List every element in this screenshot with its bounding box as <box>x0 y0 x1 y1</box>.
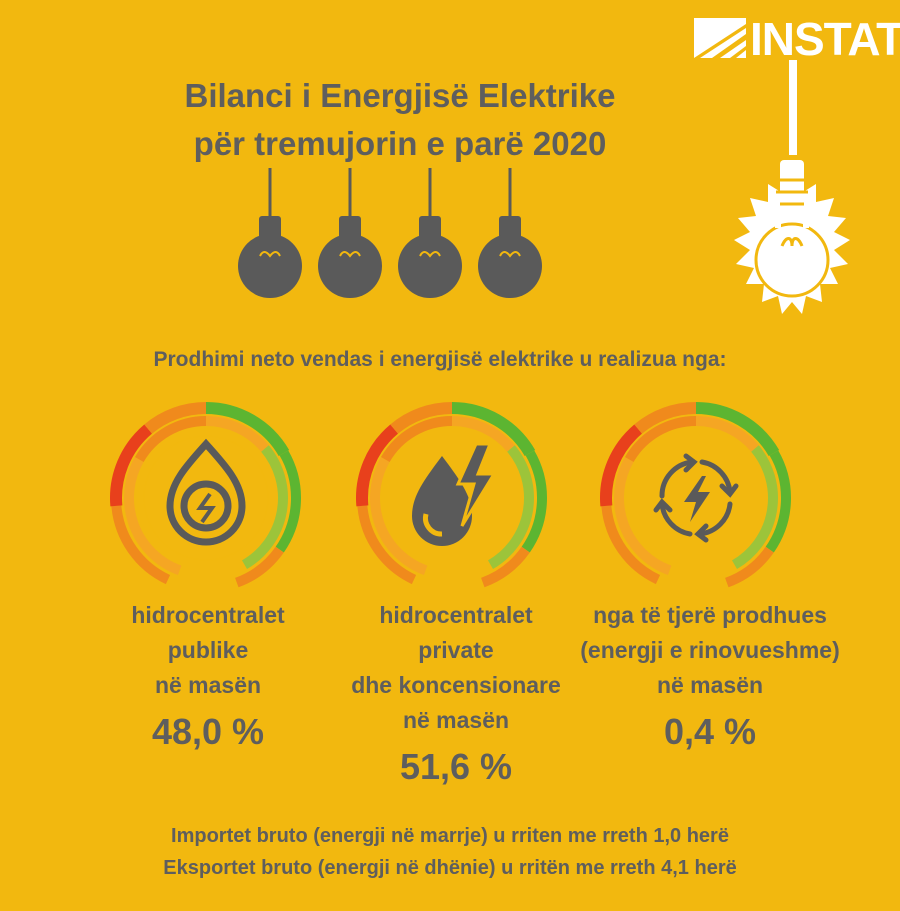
gauge-hydro-private <box>356 402 547 588</box>
subtitle: Prodhimi neto vendas i energjisë elektri… <box>153 348 727 371</box>
gauge-arc-segment <box>600 424 643 507</box>
gauge-arc-segment <box>451 416 515 452</box>
small-bulbs-row <box>238 168 542 298</box>
gauge-arc-segment <box>110 424 153 507</box>
instat-logo: INSTAT <box>690 8 900 68</box>
gauge-ring <box>110 402 301 588</box>
gauge-arc-segment <box>124 457 182 576</box>
source-label-line: private <box>418 637 494 663</box>
source-label-line: në masën <box>154 672 262 698</box>
gauge-arc-segment <box>614 457 672 576</box>
gauge-arc-segment <box>480 546 530 588</box>
glowing-bulb-icon <box>734 60 850 314</box>
gauge-arc-segment <box>357 505 417 585</box>
gauge-arc-segment <box>634 402 697 434</box>
gauge-arc-segment <box>370 457 428 576</box>
lightning-drop-icon <box>412 442 497 546</box>
hydro-drop-icon <box>166 438 246 546</box>
source-label-line: hidrocentralet <box>131 602 285 628</box>
gauge-arc-segment <box>695 416 759 452</box>
gauge-hydro-public <box>110 402 301 588</box>
gauge-arc-segment <box>234 546 284 588</box>
source-label-line: hidrocentralet <box>379 602 533 628</box>
gauge-arc-segment <box>205 402 290 457</box>
gauge-ring <box>600 402 791 588</box>
page-title: Bilanci i Energjisë Elektrike për tremuj… <box>140 72 660 168</box>
gauge-arc-segment <box>241 445 288 570</box>
source-label-line: (energji e rinovueshme) <box>580 637 840 663</box>
renewable-cycle-icon <box>653 453 739 543</box>
title-line-1: Bilanci i Energjisë Elektrike <box>184 77 616 114</box>
gauge-arc-segment <box>695 402 780 457</box>
source-percentage: 0,4 % <box>663 711 757 752</box>
gauge-arc-segment <box>601 505 661 585</box>
gauge-arc-segment <box>111 505 171 585</box>
gauge-renewable <box>600 402 791 588</box>
imports-note: Importet bruto (energji në marrje) u rri… <box>171 825 729 847</box>
small-bulb-icon <box>478 168 542 298</box>
source-renewable: nga të tjerë prodhues (energji e rinovue… <box>560 598 860 755</box>
small-bulb-icon <box>318 168 382 298</box>
source-label-line: dhe koncensionare <box>351 672 561 698</box>
source-label-line: në masën <box>656 672 764 698</box>
small-bulb-icon <box>238 168 302 298</box>
gauge-arc-segment <box>624 416 697 463</box>
gauge-arc-segment <box>451 402 536 457</box>
gauge-arc-segment <box>487 445 534 570</box>
gauge-arc-segment <box>205 416 269 452</box>
gauge-arc-segment <box>380 416 453 463</box>
small-bulb-icon <box>398 168 462 298</box>
gauge-arc-segment <box>521 450 547 553</box>
gauge-arc-segment <box>731 445 778 570</box>
gauge-arc-segment <box>724 546 774 588</box>
gauge-arc-segment <box>134 416 207 463</box>
gauge-arc-segment <box>356 424 399 507</box>
source-private-hydro: hidrocentralet private dhe koncensionare… <box>316 598 596 790</box>
gauge-arc-segment <box>390 402 453 434</box>
gauge-arc-segment <box>765 450 791 553</box>
source-label-line: në masën <box>402 707 510 733</box>
source-percentage: 51,6 % <box>399 746 513 787</box>
gauge-arc-segment <box>144 402 207 434</box>
source-public-hydro: hidrocentralet publike në masën 48,0 % <box>90 598 326 755</box>
footer-notes: Importet bruto (energji në marrje) u rri… <box>60 820 840 884</box>
source-label-line: publike <box>167 637 249 663</box>
instat-logo-mark-icon <box>694 18 746 58</box>
brand-name: INSTAT <box>750 13 900 65</box>
gauge-ring <box>356 402 547 588</box>
source-label-line: nga të tjerë prodhues <box>593 602 827 628</box>
source-percentage: 48,0 % <box>151 711 265 752</box>
gauge-arc-segment <box>275 450 301 553</box>
exports-note: Eksportet bruto (energji në dhënie) u rr… <box>163 857 737 879</box>
title-line-2: për tremujorin e parë 2020 <box>193 125 607 162</box>
